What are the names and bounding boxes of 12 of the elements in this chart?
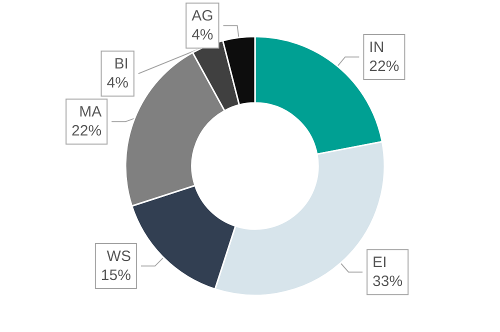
data-label: 22% — [72, 122, 102, 140]
slice-label: BI — [114, 56, 128, 73]
slice-label: AG — [192, 8, 214, 25]
slice-label: EI — [372, 254, 387, 272]
slice-label: WS — [106, 248, 131, 266]
data-label: 15% — [100, 267, 131, 284]
data-label: 4% — [106, 74, 128, 92]
data-label: 33% — [372, 273, 403, 290]
slice-label: IN — [369, 38, 384, 56]
data-label: 4% — [192, 26, 214, 44]
slice-label: MA — [79, 104, 102, 121]
data-label: 22% — [369, 58, 400, 75]
